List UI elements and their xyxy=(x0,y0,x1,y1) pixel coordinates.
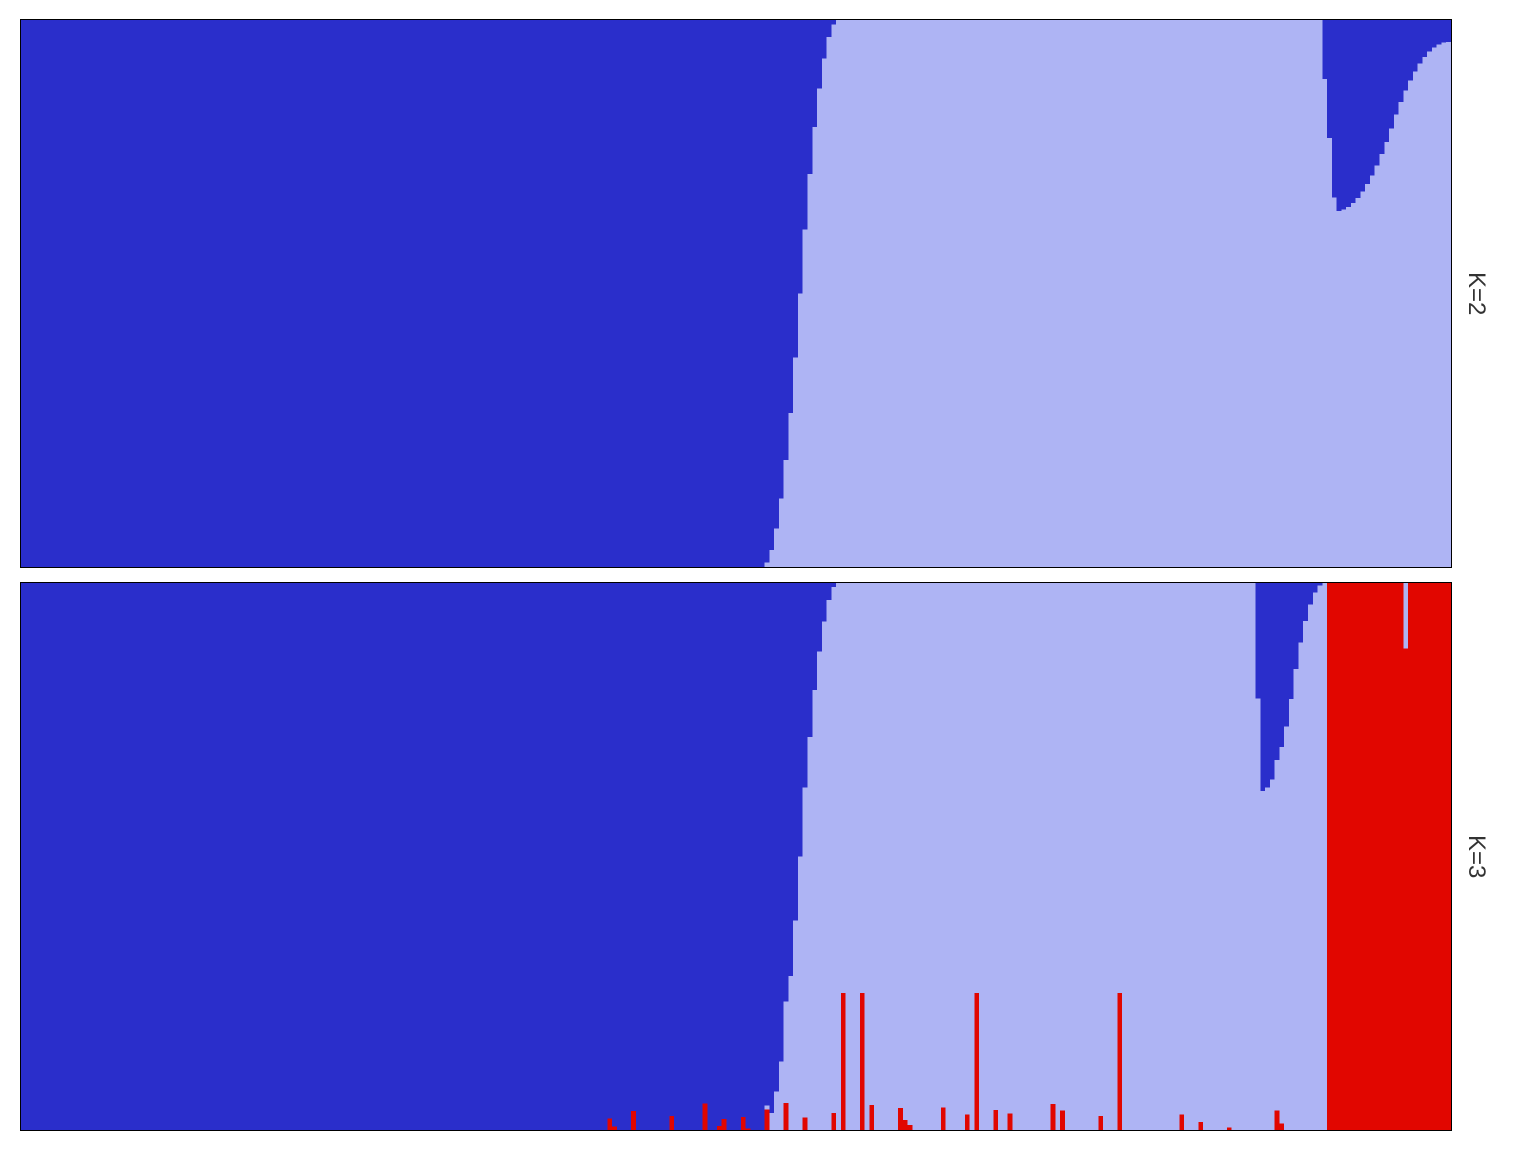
structure-svg-k3 xyxy=(21,583,1451,1130)
structure-figure: K=2 K=3 xyxy=(20,20,1490,1130)
structure-svg-k2 xyxy=(21,20,1451,567)
structure-panel-k2 xyxy=(20,19,1452,568)
panel-row-k3: K=3 xyxy=(20,583,1490,1130)
panel-row-k2: K=2 xyxy=(20,20,1490,567)
panel-label-k3: K=3 xyxy=(1462,835,1490,878)
structure-panel-k3 xyxy=(20,582,1452,1131)
panel-label-k2: K=2 xyxy=(1462,272,1490,315)
